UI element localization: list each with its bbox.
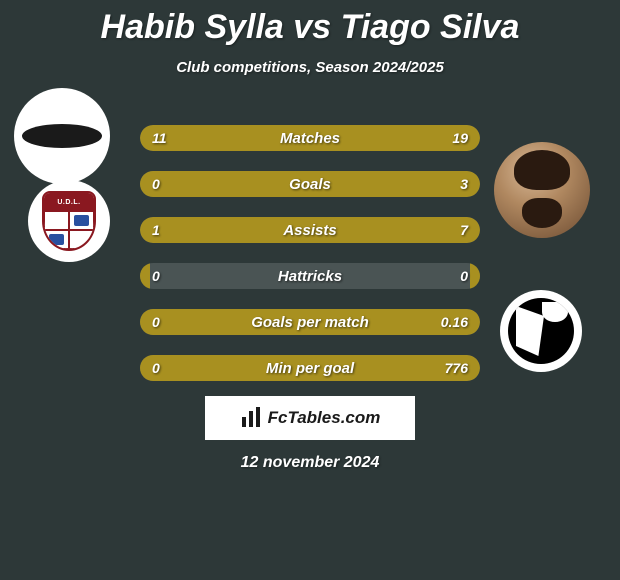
- bar-label: Hattricks: [140, 263, 480, 289]
- fctables-logo-icon: [240, 407, 262, 429]
- comparison-title: Habib Sylla vs Tiago Silva: [0, 0, 620, 47]
- stat-bar: 1119Matches: [140, 125, 480, 151]
- comparison-bars: 1119Matches 03Goals 17Assists 00Hattricks 00…: [140, 125, 480, 401]
- player1-club-badge: U.D.L.: [28, 180, 110, 262]
- stat-bar: 00Hattricks: [140, 263, 480, 289]
- club-right-icon: [508, 298, 574, 364]
- player2-club-badge: [500, 290, 582, 372]
- player2-name: Tiago Silva: [341, 8, 520, 46]
- fctables-watermark: FcTables.com: [205, 396, 415, 440]
- bar-label: Matches: [140, 125, 480, 151]
- player1-photo: [14, 88, 110, 184]
- player2-photo: [494, 142, 590, 238]
- subtitle: Club competitions, Season 2024/2025: [0, 59, 620, 76]
- player1-silhouette: [22, 124, 102, 148]
- club-shield-icon: U.D.L.: [42, 191, 96, 251]
- bar-label: Goals: [140, 171, 480, 197]
- bar-label: Assists: [140, 217, 480, 243]
- bar-label: Goals per match: [140, 309, 480, 335]
- stat-bar: 0776Min per goal: [140, 355, 480, 381]
- date-label: 12 november 2024: [0, 454, 620, 472]
- stat-bar: 03Goals: [140, 171, 480, 197]
- stat-bar: 00.16Goals per match: [140, 309, 480, 335]
- stat-bar: 17Assists: [140, 217, 480, 243]
- player1-name: Habib Sylla: [101, 8, 284, 46]
- club-left-label: U.D.L.: [44, 193, 94, 211]
- vs-label: vs: [293, 8, 331, 46]
- bar-label: Min per goal: [140, 355, 480, 381]
- fctables-label: FcTables.com: [268, 408, 381, 428]
